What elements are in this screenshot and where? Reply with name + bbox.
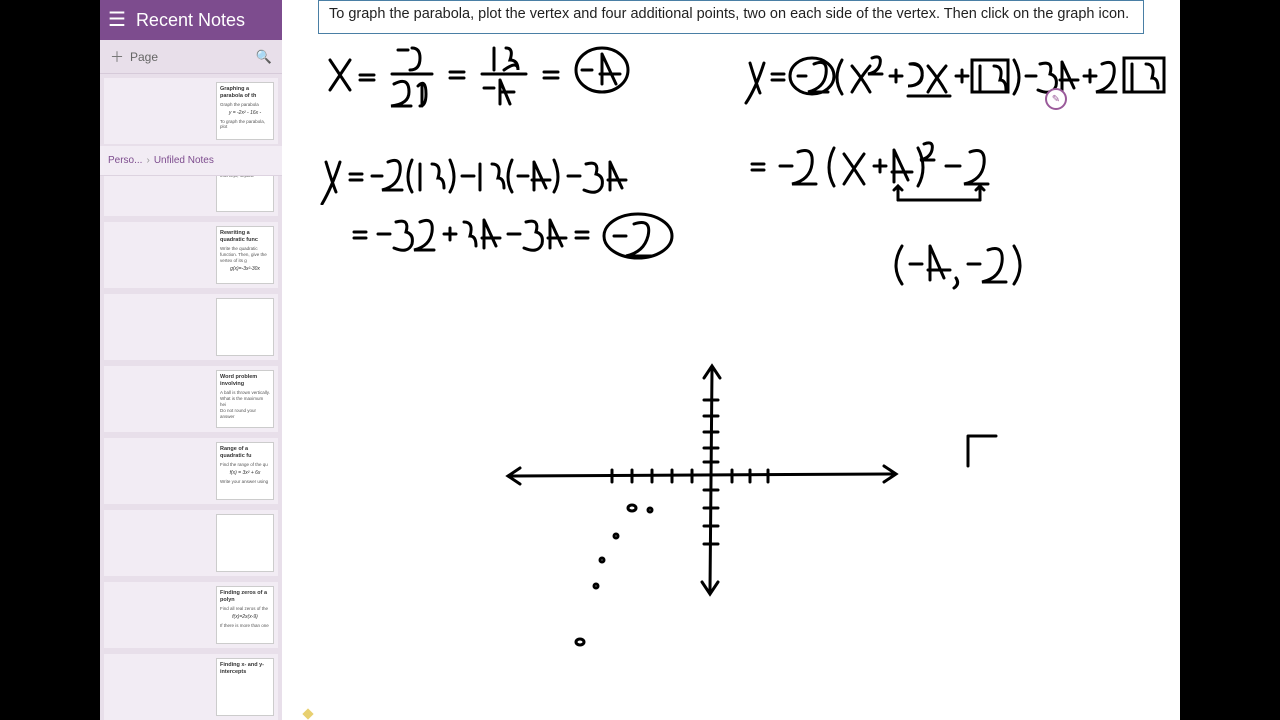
handwriting-completing-square [742,48,1172,108]
page-thumbnail[interactable]: Graphing a parabola of thGraph the parab… [104,78,278,144]
pen-cursor-icon: ✎ [1045,88,1067,110]
app-window: ☰ Recent Notes ＋ Page 🔍 Perso... › Unfil… [100,0,1180,720]
page-thumbnail[interactable]: Range of a quadratic fuFind the range of… [104,438,278,504]
thumbnail-preview [216,298,274,356]
sidebar-title: Recent Notes [136,10,245,31]
handwriting-y-eval-1 [318,150,688,205]
hand-drawn-axes [492,350,912,610]
plus-icon: ＋ [110,47,124,67]
page-thumbnail[interactable]: Rewriting a quadratic funcWrite the quad… [104,222,278,288]
page-thumbnail[interactable] [104,510,278,576]
page-thumbnail[interactable]: Finding zeros of a polynFind all real ze… [104,582,278,648]
search-icon[interactable]: 🔍 [256,49,272,65]
thumbnail-preview: Finding zeros of a polynFind all real ze… [216,586,274,644]
sidebar: ☰ Recent Notes ＋ Page 🔍 Perso... › Unfil… [100,0,282,720]
breadcrumb-sub: Unfiled Notes [154,155,214,166]
breadcrumb[interactable]: Perso... › Unfiled Notes [100,146,282,176]
thumbnail-preview [216,514,274,572]
handwriting-y-eval-2 [348,210,708,265]
hamburger-icon[interactable]: ☰ [108,10,126,30]
note-canvas[interactable]: To graph the parabola, plot the vertex a… [282,0,1180,720]
note-container-handle-icon[interactable] [302,708,313,719]
thumbnail-preview: Word problem involvingA ball is thrown v… [216,370,274,428]
handwriting-x-vertex [322,40,682,110]
sidebar-toolbar: ＋ Page 🔍 [100,40,282,74]
add-page-label: Page [130,50,158,64]
page-thumbnail[interactable]: Finding x- and y-intercepts [104,654,278,720]
chevron-right-icon: › [146,155,149,166]
handwriting-vertex-form [746,140,1076,220]
thumbnail-preview: Graphing a parabola of thGraph the parab… [216,82,274,140]
handwriting-vertex-point [892,240,1052,290]
hand-drawn-dot-below [570,632,590,652]
page-thumbnail[interactable] [104,294,278,360]
handwriting-bracket [962,430,1002,470]
thumbnail-preview: Finding x- and y-intercepts [216,658,274,716]
problem-text: To graph the parabola, plot the vertex a… [329,6,1129,22]
sidebar-header: ☰ Recent Notes [100,0,282,40]
page-thumbnail[interactable]: Word problem involvingA ball is thrown v… [104,366,278,432]
add-page-button[interactable]: ＋ Page [110,47,158,67]
thumbnail-preview: Rewriting a quadratic funcWrite the quad… [216,226,274,284]
thumbnail-preview: Range of a quadratic fuFind the range of… [216,442,274,500]
problem-statement: To graph the parabola, plot the vertex a… [318,0,1144,34]
breadcrumb-root: Perso... [108,155,142,166]
